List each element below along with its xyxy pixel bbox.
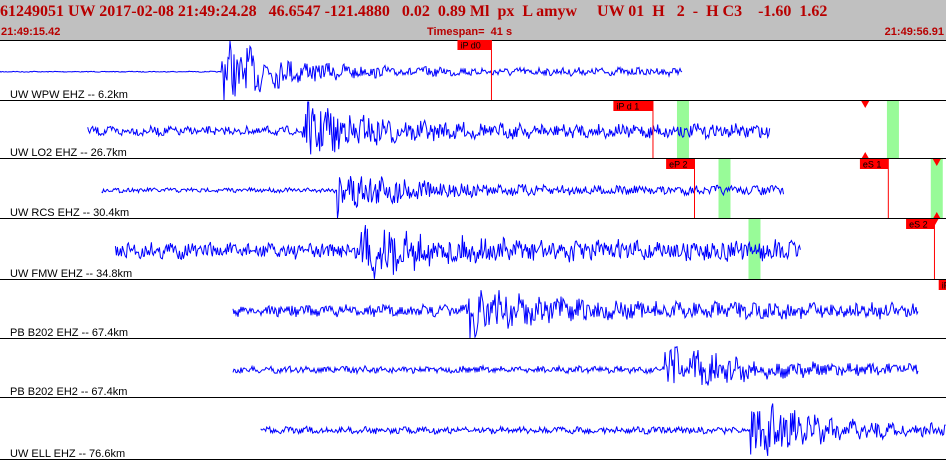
pick-flag[interactable] <box>666 159 695 169</box>
pick-label: eS 1 <box>863 160 882 170</box>
waveform-line <box>114 224 801 279</box>
pick-down-triangle-icon <box>861 101 870 108</box>
pick-flag[interactable] <box>457 40 492 50</box>
seismogram-trace[interactable]: eS 2PB B202 EH2 -- 67.4km <box>0 339 946 398</box>
pick-label: eP 2 <box>669 160 687 170</box>
seismogram-trace[interactable]: eP 2 eS 1 UW RCS EHZ -- 30.4km <box>0 159 946 219</box>
station-label: PB B202 EHZ -- 67.4km <box>10 327 128 339</box>
timespan-label: Timespan= 41 s <box>427 26 513 38</box>
seismogram-trace[interactable]: iP d 1 PB B202 EHZ -- 67.4km <box>0 280 946 340</box>
pick-up-triangle-icon <box>932 212 941 219</box>
event-header: 61249051 UW 2017-02-08 21:49:24.28 46.65… <box>0 0 946 41</box>
seismogram-trace[interactable]: iP d 1 UW LO2 EHZ -- 26.7km <box>0 101 946 159</box>
seismogram-trace[interactable]: eS 2 UW FMW EHZ -- 34.8km <box>0 219 946 280</box>
station-label: UW FMW EHZ -- 34.8km <box>10 268 132 280</box>
seismogram-trace[interactable]: iP d 1UW ELL EHZ -- 76.6km <box>0 398 946 460</box>
pick-down-triangle-icon <box>932 159 941 166</box>
end-time-label: 21:49:56.91 <box>884 26 944 38</box>
pick-label: iP d 1 <box>616 102 639 112</box>
waveform-line <box>232 290 919 340</box>
station-label: UW ELL EHZ -- 76.6km <box>10 448 125 460</box>
seismogram-trace[interactable]: iP d0 UW WPW EHZ -- 6.2km <box>0 40 946 101</box>
pick-flag[interactable] <box>906 219 935 229</box>
event-title: 61249051 UW 2017-02-08 21:49:24.28 46.65… <box>0 3 828 20</box>
analysis-window <box>676 101 689 159</box>
waveform-line <box>87 101 771 155</box>
pick-up-triangle-icon <box>861 152 870 159</box>
pick-label: iP d 1 <box>942 281 946 291</box>
station-label: PB B202 EH2 -- 67.4km <box>10 386 127 398</box>
station-label: UW LO2 EHZ -- 26.7km <box>10 147 127 159</box>
pick-flag[interactable] <box>938 280 946 290</box>
waveform-line <box>101 176 784 219</box>
waveform-line <box>260 403 946 456</box>
pick-down-triangle-icon <box>930 219 939 226</box>
station-label: UW RCS EHZ -- 30.4km <box>10 207 129 219</box>
start-time-label: 21:49:15.42 <box>1 26 61 38</box>
station-label: UW WPW EHZ -- 6.2km <box>10 89 128 101</box>
analysis-window <box>930 159 943 219</box>
waveform-line <box>0 40 683 101</box>
analysis-window <box>886 101 899 159</box>
waveform-panel[interactable]: iP d0 UW WPW EHZ -- 6.2km iP d 1 UW LO2 EHZ… <box>0 40 946 460</box>
pick-label: iP d0 <box>460 41 480 51</box>
waveform-line <box>232 345 919 386</box>
pick-flag[interactable] <box>613 101 653 111</box>
pick-label: eS 2 <box>909 220 928 230</box>
pick-flag[interactable] <box>859 159 889 169</box>
analysis-window <box>718 159 731 219</box>
